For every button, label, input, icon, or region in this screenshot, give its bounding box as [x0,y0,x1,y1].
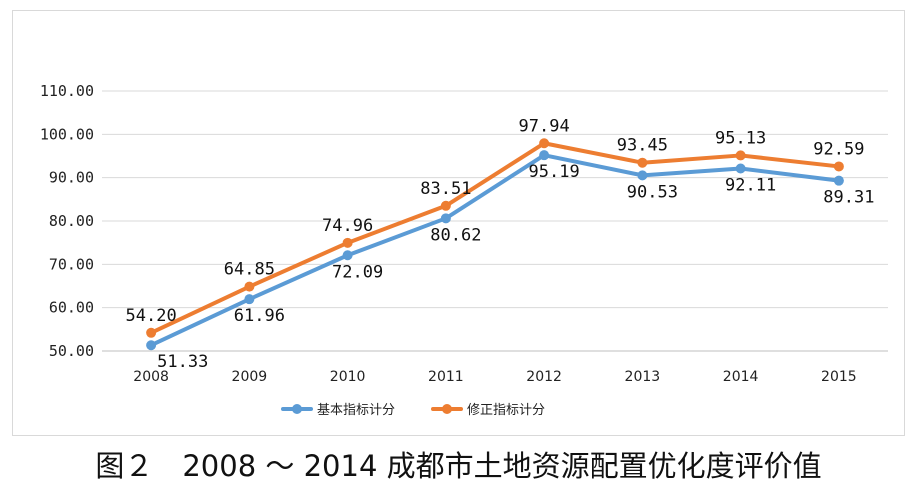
x-tick-label: 2009 [232,369,268,385]
data-point [637,157,648,168]
data-label: 64.85 [224,260,275,280]
x-tick-label: 2015 [821,369,857,385]
legend-marker-0 [292,404,302,414]
data-point [440,213,451,224]
y-tick-label: 100.00 [40,125,94,143]
legend-label: 修正指标计分 [467,403,545,418]
y-tick-label: 60.00 [49,299,94,317]
y-tick-label: 70.00 [49,255,94,273]
data-point [735,150,746,161]
data-label: 61.96 [234,306,285,326]
y-tick-label: 80.00 [49,212,94,230]
data-point [539,138,550,149]
data-point [833,161,844,172]
y-tick-label: 90.00 [49,169,94,187]
data-label: 80.62 [430,225,481,245]
data-label: 74.96 [322,216,373,236]
data-label: 92.59 [813,139,864,159]
data-label: 92.11 [725,176,776,196]
chart-frame: 50.00 60.00 70.00 80.00 90.00 100.00 110.00 200… [12,10,905,436]
x-tick-label: 2012 [526,369,562,385]
data-point [342,250,353,261]
data-label: 51.33 [157,352,208,372]
y-tick-label: 50.00 [49,342,94,360]
legend-marker-1 [442,404,452,414]
data-point [833,175,844,186]
series-line-0 [149,153,841,348]
legend-label: 基本指标计分 [317,403,395,418]
data-label: 83.51 [420,179,471,199]
x-tick-label: 2014 [723,369,759,385]
data-point [637,170,648,181]
y-tick-label: 110.00 [40,82,94,100]
figure-caption: 图２ 2008 ～ 2014 成都市土地资源配置优化度评价值 [95,449,822,483]
data-label: 95.19 [529,162,580,182]
data-point [244,294,255,305]
data-label: 54.20 [126,306,177,326]
x-tick-label: 2011 [428,369,464,385]
x-tick-label: 2013 [625,369,661,385]
data-label: 72.09 [332,262,383,282]
data-label: 90.53 [627,182,678,202]
data-label: 95.13 [715,128,766,148]
data-label: 89.31 [823,188,874,208]
data-label: 97.94 [519,116,570,136]
series-line-1 [149,141,841,335]
data-point [146,340,157,351]
data-point [342,237,353,248]
line-chart: 50.00 60.00 70.00 80.00 90.00 100.00 110.00 200… [40,82,888,418]
data-point [146,327,157,338]
data-point [539,150,550,161]
x-tick-label: 2008 [133,369,169,385]
data-point [244,281,255,292]
data-point [440,200,451,211]
data-label: 93.45 [617,136,668,156]
x-tick-label: 2010 [330,369,366,385]
data-point [735,163,746,174]
